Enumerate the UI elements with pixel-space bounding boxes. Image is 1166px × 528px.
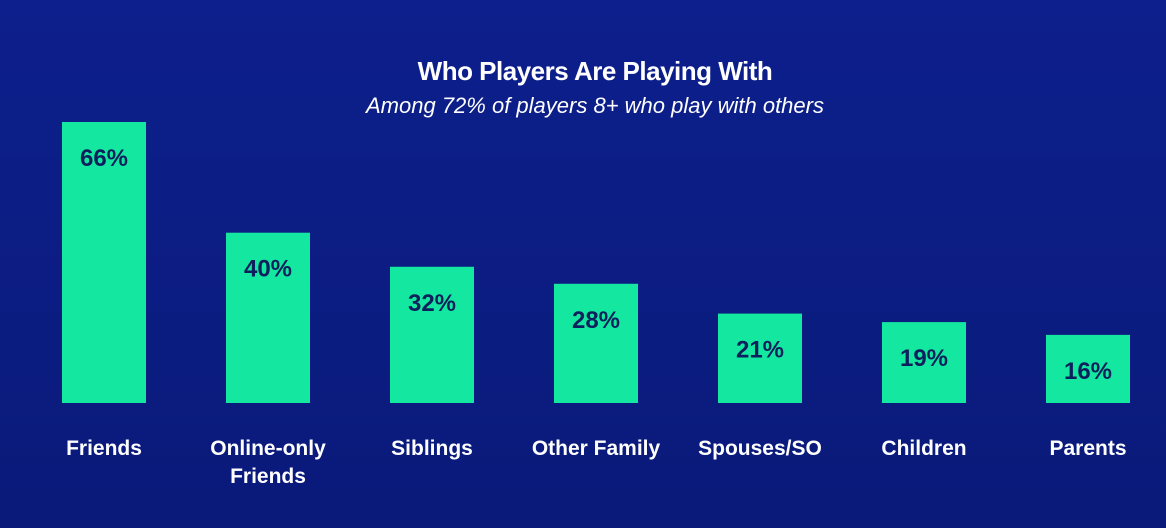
bar-6 [1046,334,1130,403]
chart-title: Who Players Are Playing With [417,56,773,86]
category-label-0: Friends [66,437,142,460]
category-label-3: Other Family [532,437,661,460]
bar-value-label-4: 21% [736,337,784,364]
bar-3 [554,283,638,403]
bar-4 [718,313,802,403]
category-label-2: Siblings [391,437,473,460]
bar-0 [62,122,146,403]
chart-subtitle: Among 72% of players 8+ who play with ot… [366,93,824,118]
category-label-6: Parents [1049,437,1126,460]
bar-value-label-3: 28% [572,307,620,334]
category-label-1: Online-only Friends [210,437,326,488]
bar-5 [882,322,966,403]
bar-value-label-6: 16% [1064,358,1112,385]
bar-1 [226,232,310,403]
bar-2 [390,266,474,403]
bar-value-label-0: 66% [80,145,128,172]
category-label-4: Spouses/SO [698,437,822,460]
category-label-5: Children [881,437,966,460]
bar-value-label-2: 32% [408,290,456,317]
bar-value-label-1: 40% [244,256,292,283]
bar-value-label-5: 19% [900,345,948,372]
